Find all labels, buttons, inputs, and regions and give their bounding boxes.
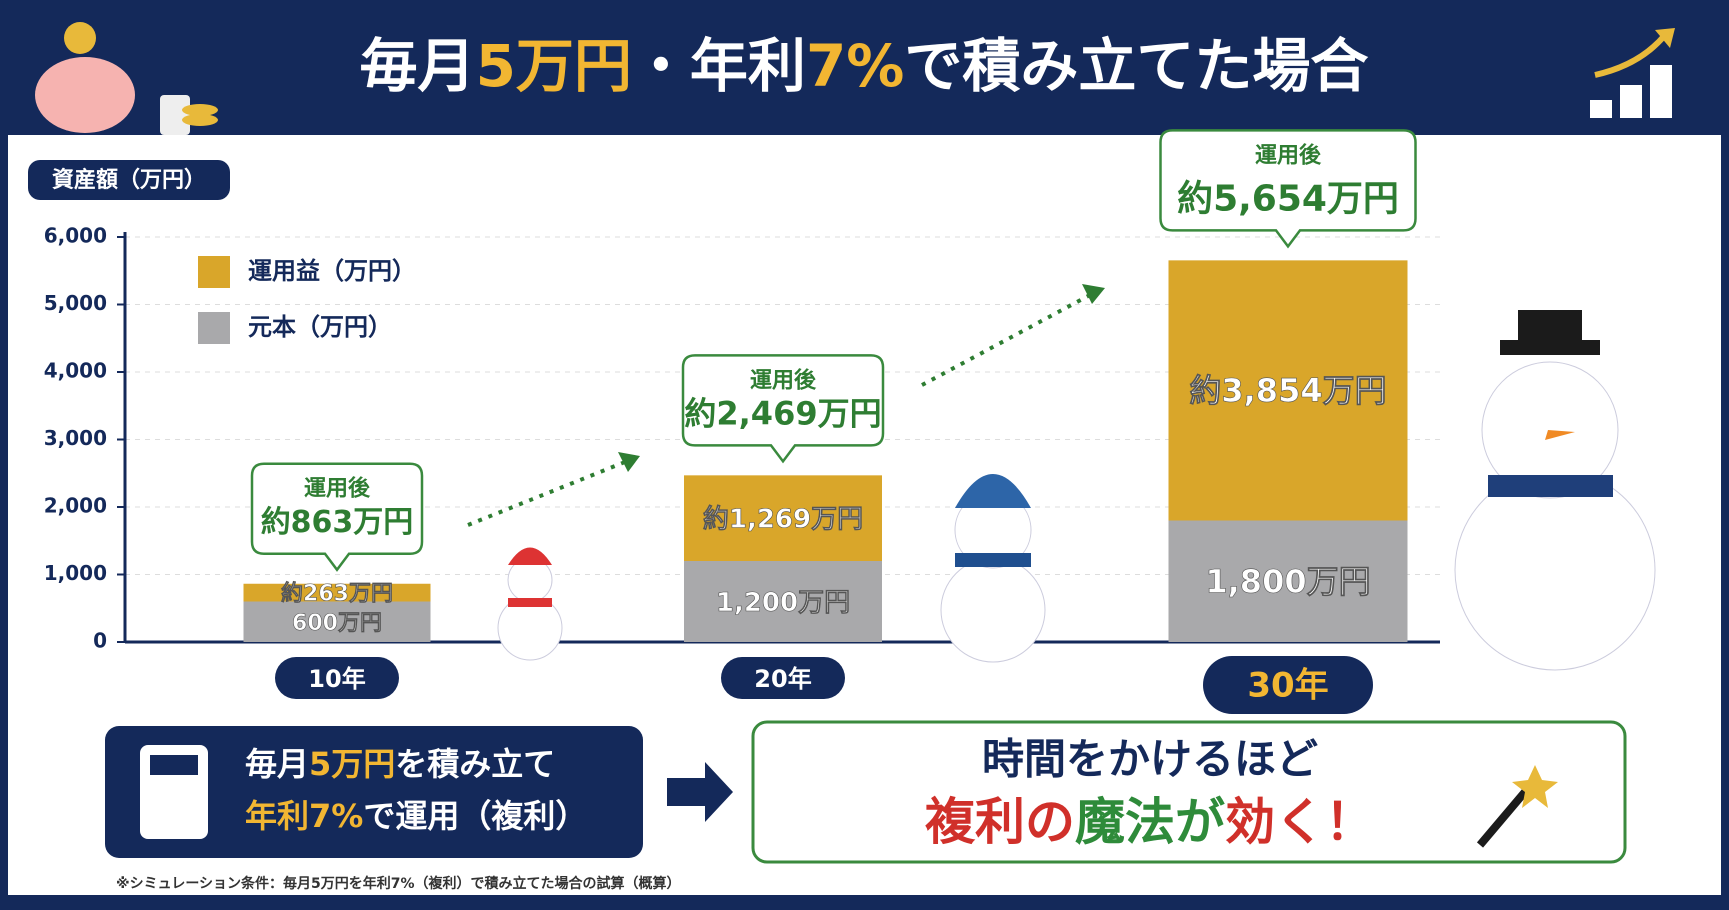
chart: 0 1,000 2,000 3,000 4,000 5,000 6,000 運用益（万円） 元本…: [44, 129, 1440, 714]
text-part: 7%: [309, 797, 363, 835]
y-tick-label: 2,000: [44, 494, 107, 518]
text-part: で積み立てた場合: [904, 32, 1368, 100]
y-axis-label: 資産額（万円）: [52, 167, 206, 193]
snowman-large: [1454, 310, 1656, 671]
text-part: で運用（複利）: [363, 797, 587, 835]
text-part: 年利: [245, 797, 309, 835]
value-label: 約1,269万円: [703, 504, 863, 535]
text-part: ・年利: [632, 32, 806, 100]
bar-segment: [1168, 520, 1408, 642]
text-part: を積み立て: [395, 745, 555, 783]
x-tick-label: 30年: [1247, 666, 1328, 706]
message-box: [751, 720, 1627, 864]
value-label: 約3,854万円: [1189, 371, 1386, 409]
value-label: 600万円: [292, 611, 382, 636]
calculator-icon: [140, 745, 208, 839]
x-tick-label: 10年: [308, 665, 365, 693]
legend-swatch: [198, 256, 230, 288]
total-label: 約863万円: [261, 505, 414, 540]
total-label: 約5,654万円: [1177, 178, 1399, 219]
value-label: 1,800万円: [1205, 562, 1370, 600]
flow-arrow: [667, 762, 733, 822]
total-caption: 運用後: [1255, 142, 1322, 168]
text-part: 魔法が: [1075, 793, 1225, 851]
message-line-1: 時間をかけるほど: [982, 735, 1318, 784]
total-callout: [1159, 129, 1417, 249]
text-part: 効く！: [1225, 793, 1375, 851]
text-part: 複利の: [925, 793, 1075, 851]
category-pill: [1203, 656, 1373, 714]
text-part: 毎月: [360, 32, 476, 100]
bar-segment: [684, 561, 882, 642]
category-pill: [275, 657, 399, 699]
condition-box: [105, 726, 643, 858]
value-label: 1,200万円: [716, 588, 850, 618]
y-tick-label: 6,000: [44, 224, 107, 248]
legend-label: 元本（万円）: [248, 313, 392, 341]
bar-segment: [243, 601, 431, 642]
growth-icon: [1590, 28, 1675, 118]
bar-segment: [243, 583, 431, 602]
magic-wand: [1476, 765, 1558, 848]
bar-segment: [1168, 260, 1408, 521]
total-caption: 運用後: [750, 367, 817, 393]
y-tick-label: 3,000: [44, 426, 107, 450]
text-part: 5万円: [476, 32, 632, 100]
text-part: 7%: [806, 32, 904, 100]
text-part: 毎月: [245, 745, 309, 783]
footnote: ※シミュレーション条件：毎月5万円を年利7%（複利）で積み立てた場合の試算（概算…: [116, 875, 681, 892]
message-line-2: 複利の魔法が効く！: [925, 793, 1375, 851]
y-tick-label: 4,000: [44, 359, 107, 383]
condition-line-2: 年利7%で運用（複利）: [245, 797, 587, 835]
y-label-pill: [28, 160, 230, 200]
y-tick-label: 1,000: [44, 561, 107, 585]
total-caption: 運用後: [304, 476, 371, 502]
total-callout: [250, 462, 424, 572]
x-tick-label: 20年: [754, 665, 811, 693]
legend-label: 運用益（万円）: [248, 257, 416, 285]
snowman-medium: [940, 474, 1046, 663]
condition-line-1: 毎月5万円を積み立て: [245, 745, 555, 783]
y-tick-label: 0: [93, 629, 107, 653]
bar-segment: [684, 475, 882, 561]
y-tick-label: 5,000: [44, 291, 107, 315]
total-callout: [681, 354, 885, 464]
text-part: 5万円: [309, 745, 395, 783]
title: 毎月5万円・年利7%で積み立てた場合: [360, 32, 1369, 100]
category-pill: [721, 657, 845, 699]
total-label: 約2,469万円: [684, 394, 881, 432]
value-label: 約263万円: [281, 581, 393, 607]
snowman-small: [497, 547, 563, 661]
legend-swatch: [198, 312, 230, 344]
piggy-bank: [35, 22, 218, 135]
